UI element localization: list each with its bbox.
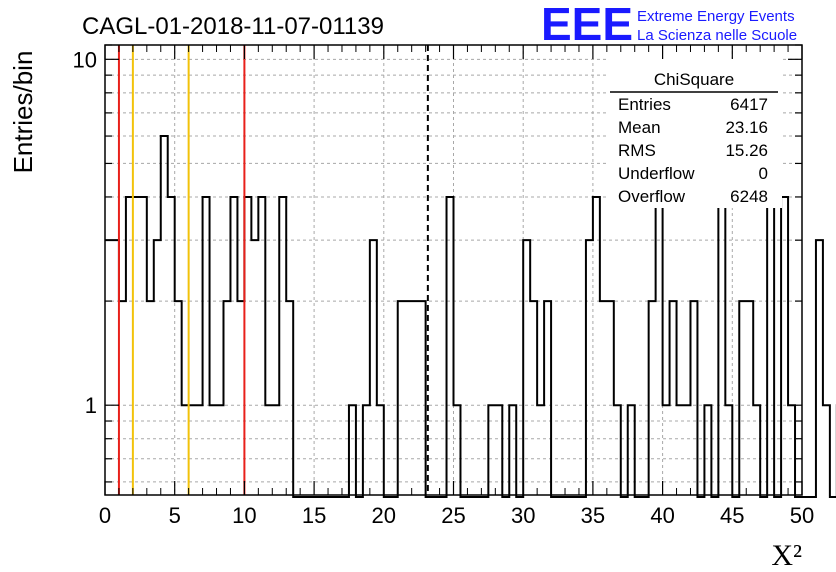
stats-box-background: [608, 58, 782, 208]
y-axis-label: Entries/bin: [8, 51, 38, 174]
reference-lines: [117, 45, 429, 495]
brand-line-2: La Scienza nelle Scuole: [637, 27, 797, 44]
x-tick-label: 40: [650, 503, 674, 528]
chart-title: CAGL-01-2018-11-07-01139: [82, 13, 384, 40]
tick-labels: 0 5 10 15 20 25 30 35 40 45 50 1 10: [73, 47, 815, 528]
x-tick-label: 35: [581, 503, 605, 528]
stats-title: ChiSquare: [654, 70, 734, 89]
brand-line-1: Extreme Energy Events: [637, 8, 795, 25]
x-tick-label: 25: [441, 503, 465, 528]
x-axis-label: X²: [771, 539, 802, 572]
x-tick-label: 5: [169, 503, 181, 528]
x-tick-label: 45: [720, 503, 744, 528]
x-tick-label: 0: [99, 503, 111, 528]
x-tick-label: 15: [302, 503, 326, 528]
y-tick-label: 1: [85, 393, 97, 418]
stats-value-entries: 6417: [730, 95, 768, 114]
stats-label-overflow: Overflow: [618, 187, 686, 206]
stats-label-underflow: Underflow: [618, 164, 695, 183]
eee-logo: EEE Extreme Energy Events La Scienza nel…: [541, 0, 797, 50]
x-tick-label: 20: [372, 503, 396, 528]
histogram-step-line: [105, 135, 836, 498]
axis-ticks: [104, 44, 803, 495]
stats-value-mean: 23.16: [725, 118, 768, 137]
stats-label-entries: Entries: [618, 95, 671, 114]
eee-logo-text: EEE: [541, 0, 633, 50]
y-tick-label: 10: [73, 47, 97, 72]
x-tick-label: 30: [511, 503, 535, 528]
x-tick-label: 10: [232, 503, 256, 528]
stats-label-mean: Mean: [618, 118, 661, 137]
stats-value-overflow: 6248: [730, 187, 768, 206]
histogram-bins: [105, 135, 836, 498]
stats-value-underflow: 0: [759, 164, 768, 183]
stats-label-rms: RMS: [618, 141, 656, 160]
plot-frame: [104, 44, 803, 496]
stats-box: ChiSquare Entries 6417 Mean 23.16 RMS 15…: [608, 58, 782, 208]
stats-value-rms: 15.26: [725, 141, 768, 160]
x-tick-label: 50: [790, 503, 814, 528]
